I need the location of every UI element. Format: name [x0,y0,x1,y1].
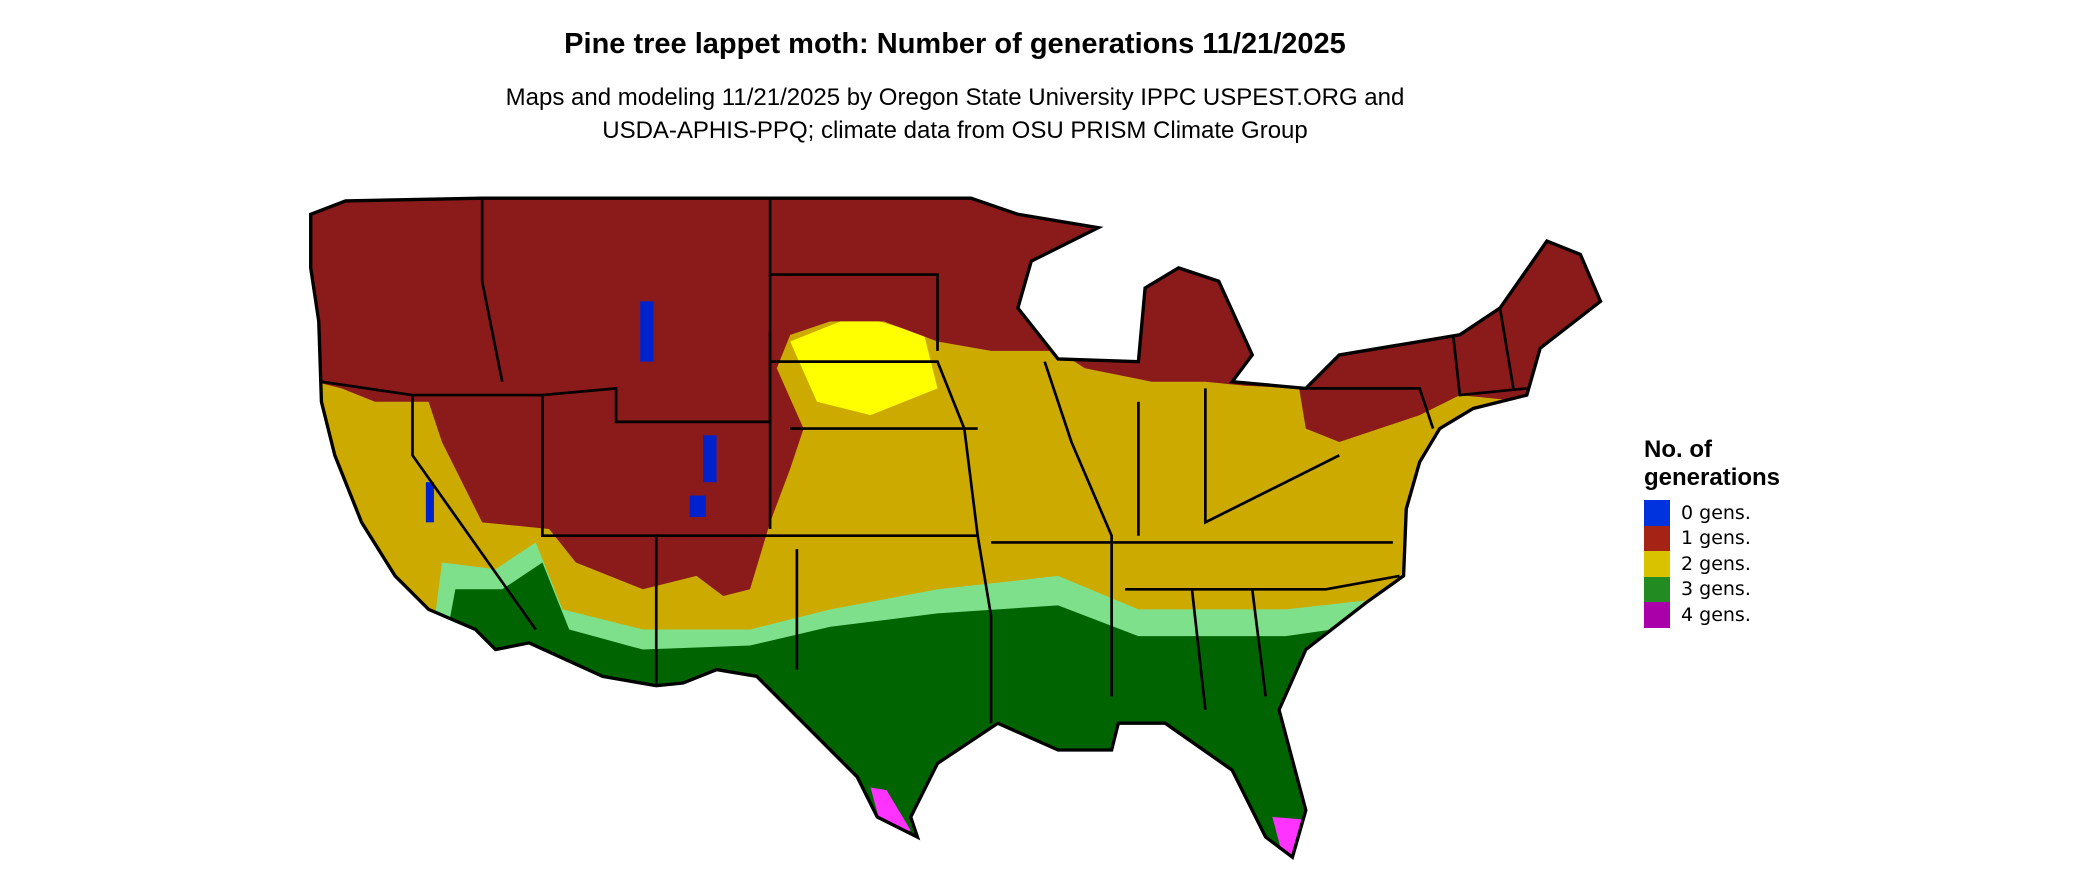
legend-swatch [1644,525,1670,551]
legend-title-line2: generations [1644,464,1781,491]
legend-swatch [1644,576,1670,602]
legend-label: 3 gens. [1681,578,1751,601]
legend-label: 0 gens. [1681,501,1751,524]
legend-title: No. of generations [1644,436,1780,492]
legend-item: 4 gens. [1644,602,1780,628]
legend-item: 1 gens. [1644,525,1780,551]
map-subtitle-line1: Maps and modeling 11/21/2025 by Oregon S… [505,84,1405,111]
map-subtitle-line2: USDA-APHIS-PPQ; climate data from OSU PR… [602,117,1308,144]
legend-swatch [1644,551,1670,577]
legend-swatch [1644,602,1670,628]
legend-items: 0 gens. 1 gens. 2 gens. 3 gens. 4 gens. [1644,500,1780,628]
region-2-gens-light [790,314,938,416]
legend-label: 2 gens. [1681,552,1751,575]
region-4-gens-florida [1272,816,1310,858]
legend-label: 4 gens. [1681,603,1751,626]
legend: No. of generations 0 gens. 1 gens. 2 gens.… [1644,436,1780,628]
legend-title-line1: No. of [1644,436,1712,463]
legend-item: 2 gens. [1644,551,1780,577]
region-0-gens [425,301,717,523]
map-title: Pine tree lappet moth: Number of generat… [564,28,1346,60]
legend-swatch [1644,500,1670,526]
legend-item: 0 gens. [1644,500,1780,526]
state-borders [321,198,1527,724]
legend-item: 3 gens. [1644,576,1780,602]
legend-label: 1 gens. [1681,527,1751,550]
us-outline [309,196,1603,860]
